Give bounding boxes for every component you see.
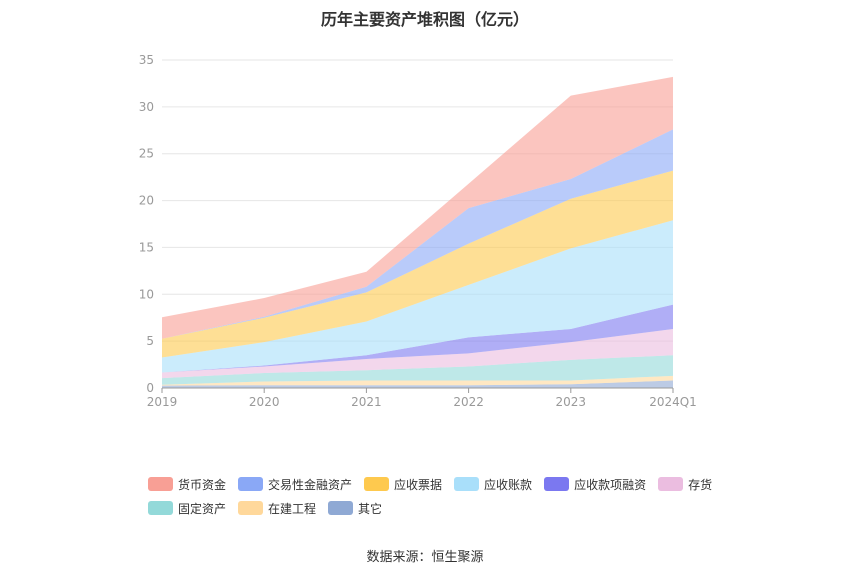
legend-label: 货币资金 bbox=[178, 477, 227, 492]
stacked-area-chart: 0 5 10 15 20 25 30 35 2019 2020 2021 2022 2023 2024Q1 bbox=[139, 53, 697, 409]
legend-row: 固定资产 在建工程 其它 bbox=[148, 496, 748, 520]
legend-swatch bbox=[454, 477, 480, 491]
area-series-5 bbox=[162, 220, 673, 373]
area-series-0 bbox=[162, 380, 673, 388]
legend-swatch bbox=[238, 501, 264, 515]
legend-item[interactable]: 应收款项融资 bbox=[544, 476, 646, 493]
legend-swatch bbox=[148, 501, 173, 515]
legend-item[interactable]: 应收票据 bbox=[364, 476, 442, 493]
legend-row: 货币资金 交易性金融资产 应收票据 应收账款 应收款项融资 存货 bbox=[148, 472, 748, 496]
legend-label: 应收票据 bbox=[394, 477, 443, 492]
legend-swatch bbox=[148, 477, 173, 491]
chart-title: 历年主要资产堆积图（亿元） bbox=[320, 10, 529, 29]
area-series-6 bbox=[162, 170, 673, 358]
legend-label: 应收账款 bbox=[484, 477, 533, 492]
x-tick-label: 2020 bbox=[249, 395, 280, 409]
legend-label: 应收款项融资 bbox=[574, 477, 647, 492]
area-series-2 bbox=[162, 355, 673, 385]
legend-label: 交易性金融资产 bbox=[268, 477, 353, 492]
legend-item[interactable]: 货币资金 bbox=[148, 476, 226, 493]
x-tick-label: 2022 bbox=[453, 395, 484, 409]
legend-label: 存货 bbox=[688, 477, 713, 492]
source-note: 数据来源：恒生聚源 bbox=[366, 550, 484, 565]
area-series-8 bbox=[162, 76, 673, 339]
legend-item[interactable]: 固定资产 bbox=[148, 500, 226, 517]
legend-item[interactable]: 其它 bbox=[328, 500, 382, 517]
legend-item[interactable]: 在建工程 bbox=[238, 500, 316, 517]
x-tick-label: 2019 bbox=[147, 395, 178, 409]
legend-item[interactable]: 存货 bbox=[658, 476, 712, 493]
legend-swatch bbox=[328, 501, 354, 515]
legend-swatch bbox=[238, 477, 264, 491]
legend-label: 固定资产 bbox=[178, 501, 227, 516]
legend-swatch bbox=[658, 477, 684, 491]
y-tick-label: 10 bbox=[139, 287, 154, 301]
legend-label: 其它 bbox=[358, 501, 383, 516]
area-series-1 bbox=[162, 375, 673, 386]
area-series-3 bbox=[162, 328, 673, 379]
area-series-4 bbox=[162, 304, 673, 373]
chart-legend: 货币资金 交易性金融资产 应收票据 应收账款 应收款项融资 存货固定资产 在建工程 其它 bbox=[148, 472, 748, 520]
y-tick-label: 30 bbox=[139, 100, 154, 114]
y-tick-label: 5 bbox=[146, 334, 154, 348]
legend-label: 在建工程 bbox=[268, 501, 317, 516]
y-tick-label: 0 bbox=[146, 381, 154, 395]
x-tick-label: 2021 bbox=[351, 395, 382, 409]
y-tick-label: 25 bbox=[139, 147, 154, 161]
legend-swatch bbox=[364, 477, 390, 491]
legend-item[interactable]: 应收账款 bbox=[454, 476, 532, 493]
y-tick-label: 15 bbox=[139, 240, 154, 254]
y-tick-label: 35 bbox=[139, 53, 154, 67]
x-tick-label: 2024Q1 bbox=[649, 395, 697, 409]
y-tick-label: 20 bbox=[139, 194, 154, 208]
x-tick-label: 2023 bbox=[556, 395, 587, 409]
legend-item[interactable]: 交易性金融资产 bbox=[238, 476, 352, 493]
legend-swatch bbox=[544, 477, 570, 491]
